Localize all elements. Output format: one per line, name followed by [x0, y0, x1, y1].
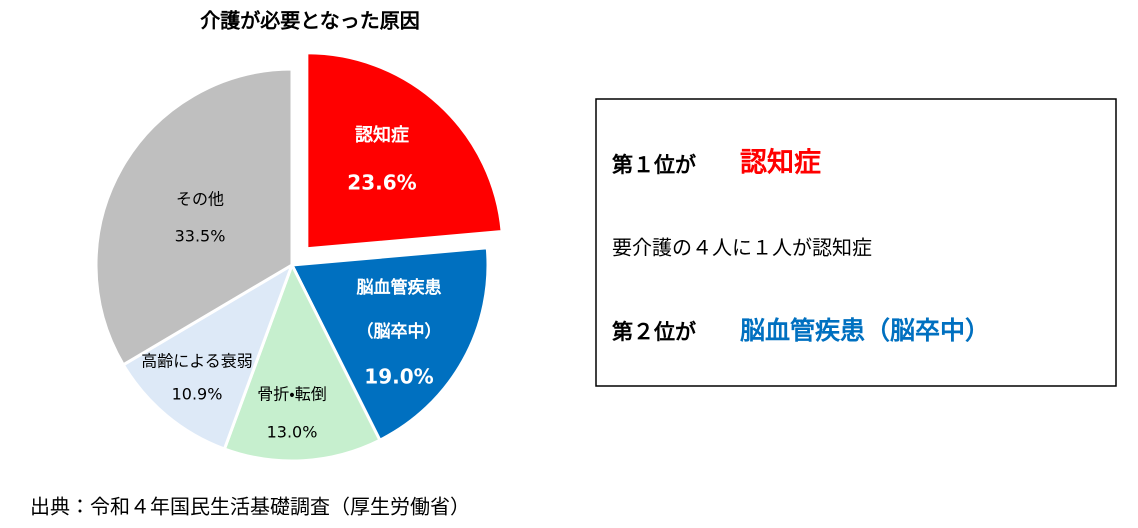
slice-label: 脳血管疾患（脳卒中） — [356, 278, 442, 342]
slice-value-label: 10.9% — [172, 385, 223, 404]
slice-value-label: 33.5% — [175, 227, 226, 246]
slice-value-label: 23.6% — [347, 171, 416, 195]
pie-slice — [121, 261, 295, 451]
source-note: 出典：令和４年国民生活基礎調査（厚生労働省） — [30, 495, 470, 519]
pie-slice — [305, 51, 504, 251]
pie-slice — [94, 67, 294, 367]
rank-1-prefix: 第１位が — [612, 153, 696, 177]
info-box — [595, 98, 1117, 387]
pie-slice — [222, 261, 382, 463]
slice-label-box: 脳血管疾患（脳卒中） — [356, 278, 442, 342]
chart-title: 介護が必要となった原因 — [200, 9, 419, 33]
slice-value-label: 13.0% — [267, 423, 318, 442]
rank-2-name: 脳血管疾患（脳卒中） — [740, 316, 990, 345]
slice-label: 認知症 — [355, 124, 409, 146]
slice-label: その他 — [176, 190, 224, 209]
slice-label: 骨折・転倒 — [257, 385, 326, 404]
rank-2-prefix: 第２位が — [612, 320, 696, 344]
summary-text: 要介護の４人に１人が認知症 — [612, 236, 872, 260]
pie-slice — [289, 246, 490, 443]
slice-label: 高齢による衰弱 — [141, 352, 253, 371]
slice-value-label: 19.0% — [364, 365, 433, 389]
rank-1-name: 認知症 — [740, 148, 821, 179]
